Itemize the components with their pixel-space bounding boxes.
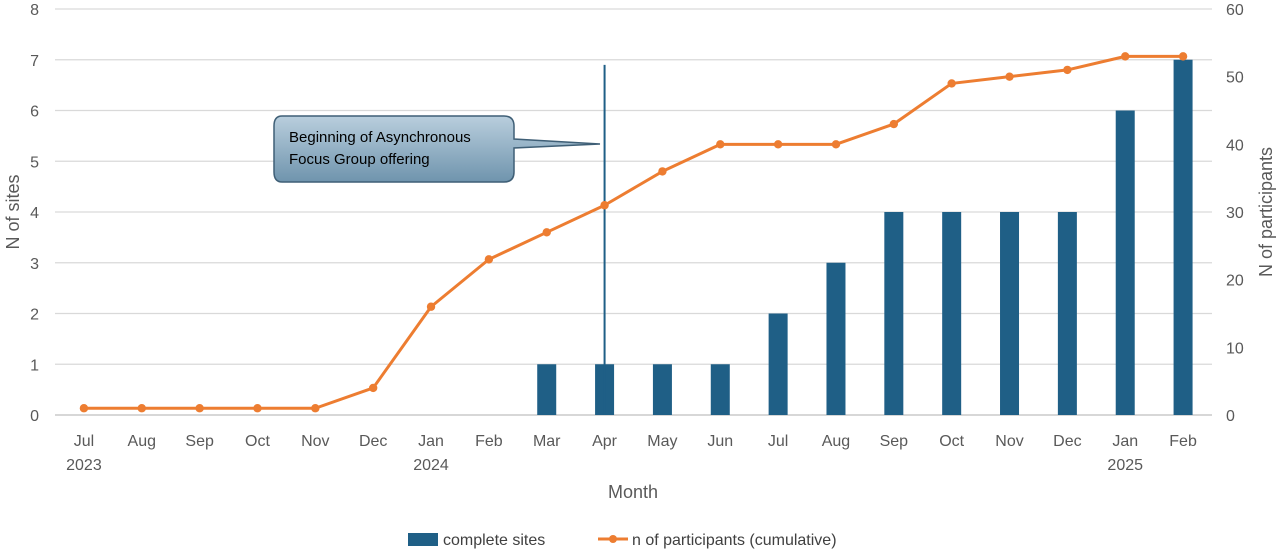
x-tick-label-15: Oct xyxy=(939,433,964,450)
y-right-tick-label-0: 0 xyxy=(1226,408,1235,425)
x-tick-label-12: Jul xyxy=(768,433,788,450)
x-tick-label-11: Jun xyxy=(707,433,733,450)
line-series xyxy=(79,52,1188,413)
x-tick-label-14: Sep xyxy=(880,433,909,450)
participants-point-7 xyxy=(484,255,494,264)
participants-point-8 xyxy=(542,228,551,237)
participants-point-12 xyxy=(773,140,783,149)
axes: 0 1 2 3 4 5 6 7 8 0 10 20 30 40 50 60 Jul 2023 Aug Sep Oct No… xyxy=(30,2,1244,474)
y-right-tick-label-5: 50 xyxy=(1226,70,1244,87)
bar-17 xyxy=(1057,212,1077,415)
x-tick-label-8: Mar xyxy=(533,433,561,450)
x-axis-title: Month xyxy=(608,482,658,502)
x-tick-label-1: Aug xyxy=(128,433,156,450)
x-tick-label-16: Nov xyxy=(995,433,1023,450)
participants-line xyxy=(83,54,1184,410)
y-right-tick-label-1: 10 xyxy=(1226,340,1244,357)
x-tick-label-17: Dec xyxy=(1053,433,1081,450)
y-left-tick-label-2: 2 xyxy=(30,307,39,324)
legend-swatch-complete-sites xyxy=(408,533,438,546)
participants-point-18 xyxy=(1121,52,1130,61)
participants-point-17 xyxy=(1063,65,1072,75)
participants-point-5 xyxy=(368,383,378,393)
bar-18 xyxy=(1115,110,1135,415)
callout-text-line-1: Beginning of Asynchronous xyxy=(289,129,471,146)
callout-box xyxy=(273,115,601,183)
y-right-tick-label-3: 30 xyxy=(1226,205,1244,222)
participants-point-4 xyxy=(311,404,320,413)
bar-15 xyxy=(942,212,962,415)
y-axis-right-title: N of participants xyxy=(1256,147,1276,277)
bar-12 xyxy=(768,313,788,415)
participants-point-9 xyxy=(600,201,609,210)
participants-point-11 xyxy=(716,140,725,149)
bar-series xyxy=(537,59,1193,415)
x-tick-label-6: Jan xyxy=(418,433,444,450)
legend-label-complete-sites: complete sites xyxy=(443,532,545,549)
bar-10 xyxy=(652,364,672,415)
participants-point-10 xyxy=(658,167,667,176)
y-left-tick-label-7: 7 xyxy=(30,53,39,70)
annotation-callout: Beginning of Asynchronous Focus Group of… xyxy=(273,115,601,183)
participants-point-13 xyxy=(831,140,841,149)
y-left-tick-label-3: 3 xyxy=(30,256,39,273)
participants-point-15 xyxy=(947,79,956,88)
y-axis-left-title: N of sites xyxy=(3,174,23,249)
legend-label-participants: n of participants (cumulative) xyxy=(632,532,837,549)
participants-point-16 xyxy=(1005,72,1014,81)
participants-point-2 xyxy=(195,404,204,413)
x-year-label-0: 2023 xyxy=(66,457,102,474)
y-right-tick-label-4: 40 xyxy=(1226,137,1244,154)
x-tick-label-19: Feb xyxy=(1169,433,1197,450)
bar-16 xyxy=(1000,212,1020,415)
bar-8 xyxy=(537,364,557,415)
bar-11 xyxy=(710,364,730,415)
bar-14 xyxy=(884,212,904,415)
x-tick-label-5: Dec xyxy=(359,433,387,450)
y-right-tick-label-2: 20 xyxy=(1226,273,1244,290)
y-left-tick-label-8: 8 xyxy=(30,2,39,19)
participants-point-0 xyxy=(79,404,89,413)
y-left-tick-label-6: 6 xyxy=(30,104,39,121)
x-tick-label-2: Sep xyxy=(185,433,214,450)
y-right-tick-label-6: 60 xyxy=(1226,2,1244,19)
y-left-tick-label-5: 5 xyxy=(30,154,39,171)
participants-point-14 xyxy=(889,119,899,129)
bar-19 xyxy=(1173,59,1193,415)
y-left-tick-label-4: 4 xyxy=(30,205,39,222)
y-left-tick-label-1: 1 xyxy=(30,357,39,374)
x-tick-label-13: Aug xyxy=(822,433,850,450)
x-tick-label-0: Jul xyxy=(74,433,94,450)
x-tick-label-7: Feb xyxy=(475,433,503,450)
x-year-label-6: 2024 xyxy=(413,457,449,474)
x-year-label-18: 2025 xyxy=(1107,457,1143,474)
x-tick-label-4: Nov xyxy=(301,433,329,450)
bar-13 xyxy=(826,262,846,415)
y-left-tick-label-0: 0 xyxy=(30,408,39,425)
participants-point-1 xyxy=(137,404,146,413)
x-tick-label-3: Oct xyxy=(245,433,270,450)
callout-text-line-2: Focus Group offering xyxy=(289,151,430,168)
x-tick-label-9: Apr xyxy=(592,433,618,450)
gridlines xyxy=(55,8,1212,416)
x-tick-label-10: May xyxy=(647,433,677,450)
legend: complete sites n of participants (cumula… xyxy=(408,532,837,549)
participants-point-6 xyxy=(426,302,436,311)
legend-swatch-participants-marker xyxy=(609,535,617,543)
participants-point-19 xyxy=(1178,52,1188,61)
x-tick-label-18: Jan xyxy=(1112,433,1138,450)
participants-point-3 xyxy=(253,404,262,413)
